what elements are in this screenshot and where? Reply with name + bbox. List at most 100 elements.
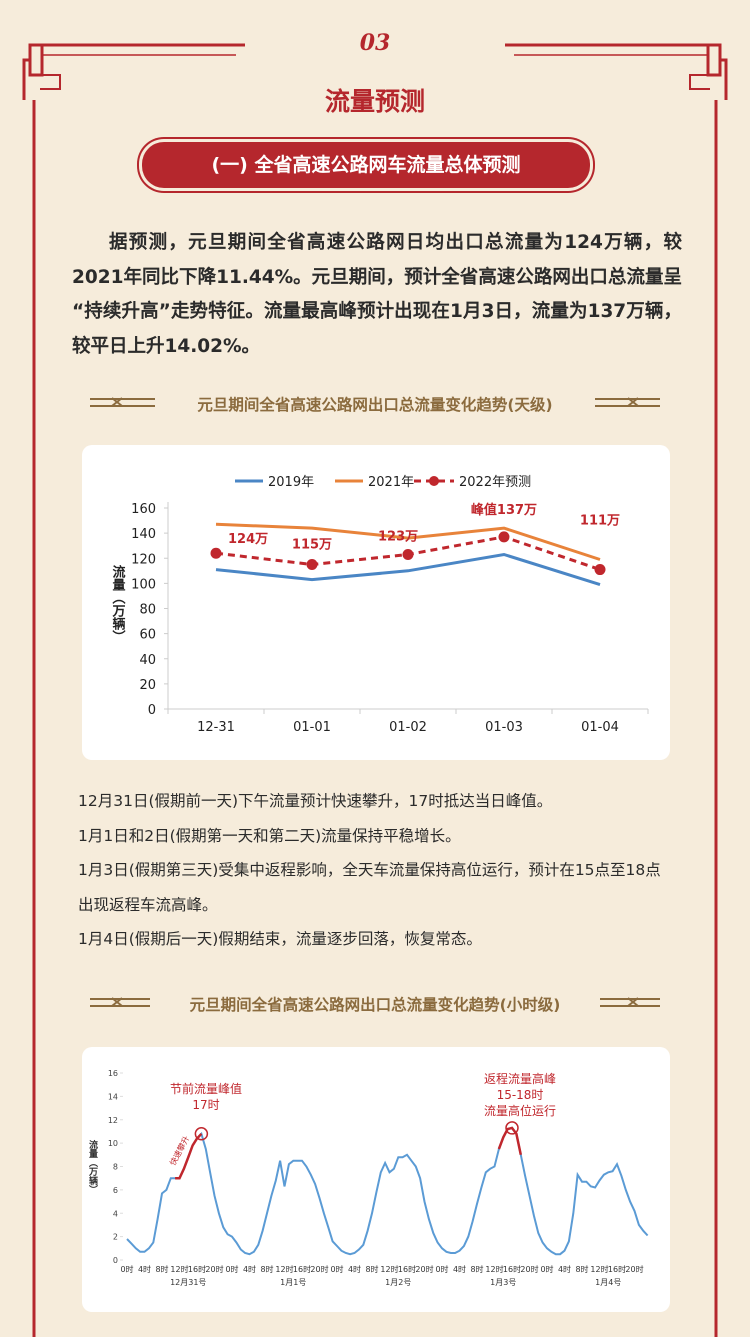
y-tick-label: 10 [108,1139,118,1148]
day-label: 1月3号 [490,1278,516,1287]
subtitle-banner: (一) 全省高速公路网车流量总体预测 [142,142,590,188]
note: 12月31日(假期前一天)下午流量预计快速攀升，17时抵达当日峰值。 [78,792,553,810]
x-tick-label: 16时 [188,1264,206,1274]
y-axis-label: 流量（万辆） [110,564,127,643]
x-tick-label: 8时 [155,1264,168,1274]
x-tick-label: 8时 [470,1264,483,1274]
x-tick-label: 4时 [453,1264,466,1274]
x-tick-label: 4时 [558,1264,571,1274]
y-tick-label: 0 [148,703,156,718]
y-tick-label: 16 [108,1069,118,1078]
data-label: 峰值137万 [471,502,537,518]
note: 1月4日(假期后一天)假期结束，流量逐步回落，恢复常态。 [78,930,482,948]
x-tick-label: 20时 [625,1264,643,1274]
annotation: 返程流量高峰 [484,1071,556,1086]
x-tick-label: 8时 [365,1264,378,1274]
x-tick-label: 0时 [435,1264,448,1274]
section-heading: 元旦期间全省高速公路网出口总流量变化趋势(小时级) [189,996,561,1014]
note: 1月3日(假期第三天)受集中返程影响，全天车流量保持高位运行，预计在15点至18… [78,861,661,914]
y-tick-label: 0 [113,1256,118,1265]
chart-card [82,1047,670,1312]
point-marker [402,548,414,560]
series-line [126,1126,649,1256]
y-tick-label: 14 [108,1092,118,1101]
x-tick-label: 01-01 [293,720,331,735]
y-tick-label: 4 [113,1209,118,1218]
section-number: 03 [359,30,391,56]
point-marker [594,564,606,576]
x-tick-label: 12时 [170,1264,188,1274]
chart-card [82,445,670,760]
series-line [215,522,601,561]
peak-circle [505,1121,519,1135]
annotation: 15-18时 [497,1088,544,1102]
point-marker [210,547,222,559]
y-tick-label: 160 [131,502,156,517]
day-label: 12月31号 [170,1278,206,1287]
data-label: 115万 [292,538,332,553]
series-line [215,552,601,587]
x-tick-label: 16时 [293,1264,311,1274]
x-tick-label: 0时 [225,1264,238,1274]
x-tick-label: 4时 [243,1264,256,1274]
point-marker [498,531,510,543]
y-tick-label: 12 [108,1116,118,1125]
x-tick-label: 16时 [503,1264,521,1274]
legend-marker [429,476,439,486]
page-title: 流量预测 [324,87,425,116]
x-tick-label: 01-04 [581,720,619,735]
x-tick-label: 20时 [310,1264,328,1274]
section-heading: 元旦期间全省高速公路网出口总流量变化趋势(天级) [197,396,553,414]
annotation: 17时 [192,1098,219,1112]
y-axis-label: 流量（万辆） [87,1139,99,1194]
data-label: 123万 [378,529,418,544]
data-label: 111万 [580,514,620,529]
x-tick-label: 4时 [348,1264,361,1274]
highlight-line [497,1126,523,1156]
x-tick-label: 8时 [575,1264,588,1274]
x-tick-label: 12时 [590,1264,608,1274]
y-tick-label: 6 [113,1186,118,1195]
annotation: 节前流量峰值 [170,1081,242,1096]
annotation: 流量高位运行 [484,1103,556,1118]
day-label: 1月4号 [595,1278,621,1287]
legend-label: 2022年预测 [459,475,531,490]
data-label: 124万 [228,532,268,547]
x-tick-label: 12时 [485,1264,503,1274]
note: 1月1日和2日(假期第一天和第二天)流量保持平稳增长。 [78,826,461,845]
intro-paragraph: 据预测，元旦期间全省高速公路网日均出口总流量为124万辆，较2021年同比下降1… [72,232,682,357]
x-tick-label: 8时 [260,1264,273,1274]
x-tick-label: 20时 [205,1264,223,1274]
x-tick-label: 12-31 [197,720,235,735]
y-tick-label: 80 [139,603,156,618]
day-label: 1月2号 [385,1278,411,1287]
day-label: 1月1号 [280,1278,306,1287]
notes: 12月31日(假期前一天)下午流量预计快速攀升，17时抵达当日峰值。 1月1日和… [78,784,670,957]
y-tick-label: 20 [139,678,156,693]
y-tick-label: 100 [131,577,156,592]
y-tick-label: 120 [131,552,156,567]
x-tick-label: 01-02 [389,720,427,735]
x-tick-label: 12时 [275,1264,293,1274]
x-tick-label: 20时 [520,1264,538,1274]
peak-circle [194,1127,209,1141]
x-tick-label: 0时 [120,1264,133,1274]
legend-label: 2021年 [368,475,414,490]
y-tick-label: 60 [139,628,156,643]
x-tick-label: 16时 [398,1264,416,1274]
x-tick-label: 12时 [380,1264,398,1274]
point-marker [306,559,318,571]
y-tick-label: 40 [139,653,156,668]
x-tick-label: 0时 [540,1264,553,1274]
y-tick-label: 2 [113,1233,118,1242]
x-tick-label: 0时 [330,1264,343,1274]
x-tick-label: 01-03 [485,720,523,735]
x-tick-label: 20时 [415,1264,433,1274]
legend-label: 2019年 [268,475,314,490]
y-tick-label: 8 [113,1163,118,1172]
x-tick-label: 16时 [608,1264,626,1274]
